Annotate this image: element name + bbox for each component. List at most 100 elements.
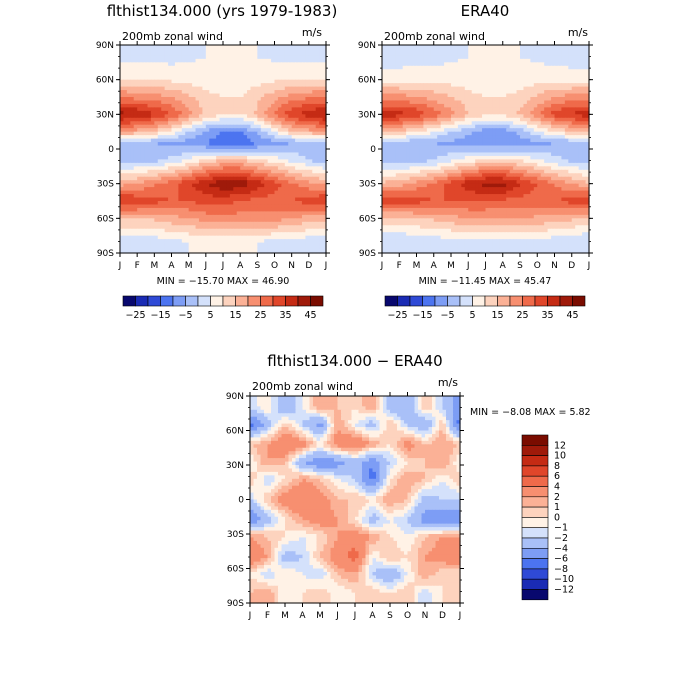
field-cell — [322, 79, 327, 84]
field-cell — [506, 86, 511, 91]
field-cell — [178, 124, 183, 129]
field-cell — [547, 110, 552, 115]
field-cell — [130, 152, 135, 157]
field-cell — [157, 249, 162, 254]
field-cell — [322, 162, 327, 167]
field-cell — [192, 121, 197, 126]
field-cell — [212, 228, 217, 233]
field-cell — [185, 79, 190, 84]
field-cell — [181, 225, 186, 230]
field-cell — [312, 90, 317, 95]
field-cell — [284, 152, 289, 157]
field-cell — [243, 55, 248, 60]
field-cell — [274, 48, 279, 53]
field-cell — [582, 114, 587, 119]
field-cell — [229, 110, 234, 115]
field-cell — [205, 83, 210, 88]
field-cell — [212, 62, 217, 67]
field-cell — [308, 249, 313, 254]
field-cell — [561, 79, 566, 84]
field-cell — [305, 228, 310, 233]
field-cell — [526, 51, 531, 56]
field-cell — [181, 79, 186, 84]
field-cell — [140, 242, 145, 247]
field-cell — [382, 58, 387, 63]
field-cell — [144, 55, 149, 60]
field-cell — [123, 83, 128, 88]
field-cell — [198, 86, 203, 91]
field-cell — [308, 207, 313, 212]
field-cell — [202, 173, 207, 178]
field-cell — [168, 239, 173, 244]
field-cell — [388, 103, 393, 108]
field-cell — [240, 207, 245, 212]
field-cell — [185, 162, 190, 167]
field-cell — [502, 65, 507, 70]
field-cell — [205, 201, 210, 206]
field-cell — [157, 159, 162, 164]
field-cell — [271, 242, 276, 247]
field-cell — [126, 93, 131, 98]
field-cell — [236, 117, 241, 122]
field-cell — [133, 218, 138, 223]
field-cell — [392, 100, 397, 105]
field-cell — [174, 124, 179, 129]
field-cell — [281, 93, 286, 98]
field-cell — [284, 176, 289, 181]
field-cell — [281, 79, 286, 84]
field-cell — [247, 162, 252, 167]
field-cell — [120, 48, 125, 53]
field-cell — [305, 107, 310, 112]
field-cell — [301, 76, 306, 81]
field-cell — [260, 100, 265, 105]
field-cell — [123, 149, 128, 154]
field-cell — [277, 173, 282, 178]
field-cell — [229, 187, 234, 192]
field-cell — [154, 169, 159, 174]
field-cell — [301, 235, 306, 240]
field-cell — [154, 86, 159, 91]
field-cell — [198, 173, 203, 178]
field-cell — [274, 55, 279, 60]
field-cell — [144, 155, 149, 160]
field-cell — [319, 58, 324, 63]
field-cell — [181, 162, 186, 167]
field-cell — [223, 204, 228, 209]
field-cell — [137, 142, 142, 147]
field-cell — [243, 249, 248, 254]
field-cell — [457, 65, 462, 70]
field-cell — [120, 183, 125, 188]
field-cell — [137, 204, 142, 209]
field-cell — [233, 48, 238, 53]
field-cell — [382, 83, 387, 88]
field-cell — [198, 142, 203, 147]
field-cell — [257, 228, 262, 233]
field-cell — [475, 90, 480, 95]
field-cell — [291, 214, 296, 219]
y-tick-label: 0 — [108, 145, 114, 155]
field-cell — [192, 155, 197, 160]
field-cell — [247, 128, 252, 133]
field-cell — [264, 249, 269, 254]
field-cell — [226, 107, 231, 112]
field-cell — [399, 51, 404, 56]
field-cell — [277, 110, 282, 115]
field-cell — [209, 242, 214, 247]
field-cell — [523, 51, 528, 56]
field-cell — [216, 246, 221, 251]
field-cell — [271, 218, 276, 223]
field-cell — [281, 159, 286, 164]
field-cell — [513, 100, 518, 105]
field-cell — [181, 55, 186, 60]
field-cell — [164, 166, 169, 171]
field-cell — [271, 183, 276, 188]
field-cell — [291, 90, 296, 95]
field-cell — [520, 48, 525, 53]
field-cell — [267, 235, 272, 240]
field-cell — [277, 169, 282, 174]
field-cell — [223, 62, 228, 67]
field-cell — [126, 204, 131, 209]
field-cell — [178, 190, 183, 195]
field-cell — [229, 65, 234, 70]
field-cell — [499, 114, 504, 119]
